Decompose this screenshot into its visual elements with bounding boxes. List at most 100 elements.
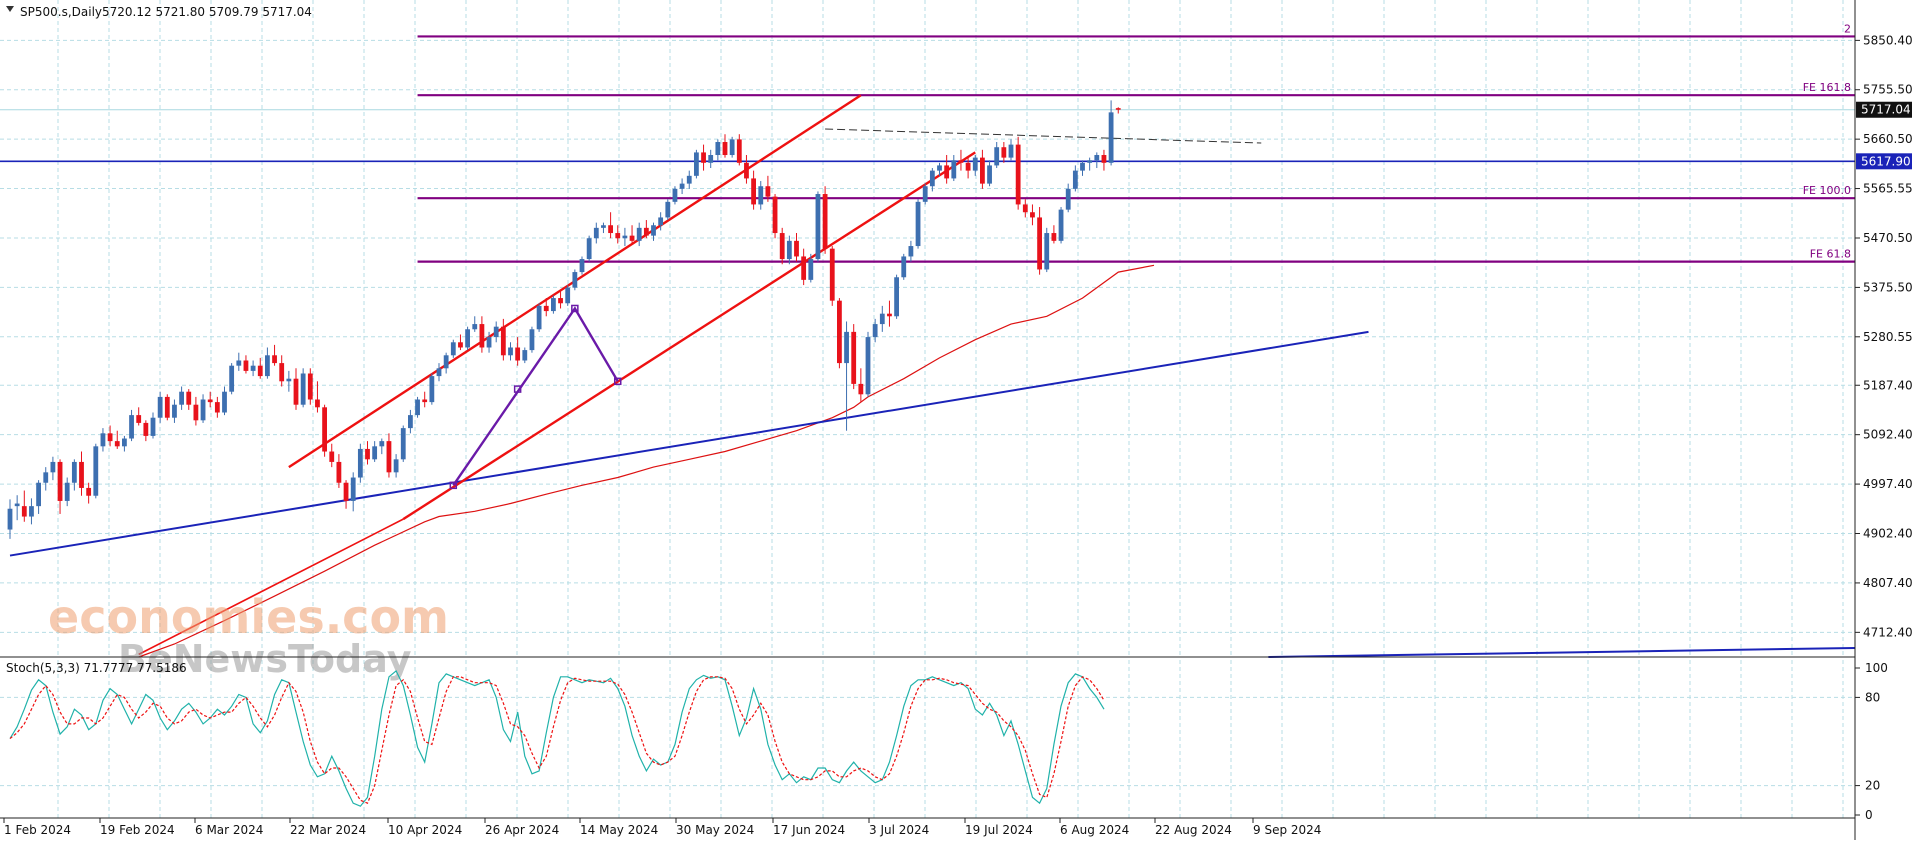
stoch-tick-label: 20 <box>1865 779 1880 793</box>
candle-bull <box>443 355 449 369</box>
candle-bull <box>286 378 292 382</box>
grid <box>0 0 1855 818</box>
candle-bear <box>1115 108 1121 110</box>
candle-bull <box>179 391 184 405</box>
candle-bull <box>250 365 256 371</box>
candle-bear <box>701 152 706 163</box>
candle-bear <box>980 157 985 184</box>
moving-average-layer <box>138 264 1155 658</box>
candle-bear <box>422 399 428 403</box>
current-price-badge <box>1856 101 1912 118</box>
moving-average-line <box>138 264 1155 658</box>
candle-bull <box>372 446 378 460</box>
candle-bull <box>551 298 556 312</box>
candle-bull <box>493 326 499 338</box>
candle-bull <box>586 238 592 260</box>
candle-bear <box>315 399 320 408</box>
candle-bear <box>794 240 799 257</box>
fib-level-label: 2 <box>1844 22 1851 35</box>
candle-bear <box>515 347 521 361</box>
candle-bull <box>157 396 163 418</box>
time-axis: 1 Feb 2024 19 Feb 2024 6 Mar 2024 22 Mar 20… <box>3 818 1321 837</box>
candle-bull <box>172 404 177 418</box>
candle-bull <box>672 188 678 202</box>
time-tick-label: 17 Jun 2024 <box>773 823 845 837</box>
symbol-label: SP500.s,Daily <box>20 5 102 19</box>
candle-bull <box>651 225 656 236</box>
candle-bull <box>636 227 642 241</box>
zigzag-point <box>571 304 579 313</box>
time-tick-label: 6 Mar 2024 <box>195 823 263 837</box>
candle-bull <box>508 347 513 356</box>
candle-bull <box>894 277 899 317</box>
candle-bear <box>322 407 327 452</box>
candle-bear <box>1037 217 1042 270</box>
collapse-triangle-icon[interactable] <box>6 6 14 12</box>
candle-bull <box>994 147 1000 166</box>
candle-bear <box>343 482 349 501</box>
fibonacci-levels: 2 FE 161.8 FE 100.0 FE 61.8 <box>417 22 1855 263</box>
candle-bull <box>36 482 41 507</box>
candle-bear <box>336 461 342 483</box>
stoch-main-line <box>9 669 1105 807</box>
price-tick-label: 5565.55 <box>1863 182 1913 196</box>
time-tick-label: 6 Aug 2024 <box>1060 823 1129 837</box>
candle-bull <box>1072 170 1078 189</box>
candle-bear <box>615 233 621 239</box>
candle-bull <box>915 201 921 247</box>
candle-bull <box>350 477 356 501</box>
candle-bull <box>844 331 849 364</box>
time-tick-label: 10 Apr 2024 <box>388 823 462 837</box>
price-tick-label: 5660.50 <box>1863 132 1913 146</box>
candle-bear <box>186 391 192 405</box>
candle-bear <box>944 165 950 179</box>
candle-bull <box>929 170 935 187</box>
candle-bull <box>1065 188 1071 210</box>
candle-bear <box>958 160 964 163</box>
red-channel-lower-trendline <box>402 151 976 521</box>
candle-bull <box>987 165 992 184</box>
support-price-badge-text: 5617.90 <box>1861 154 1911 168</box>
candle-bull <box>43 472 49 483</box>
candle-bear <box>751 178 756 205</box>
candle-bull <box>7 508 13 530</box>
candle-bear <box>1030 212 1035 218</box>
candle-bear <box>257 365 263 377</box>
price-tick-label: 4807.40 <box>1863 576 1913 590</box>
candle-bull <box>593 227 599 239</box>
candle-bear <box>744 162 749 179</box>
candle-bear <box>629 235 635 241</box>
candle-bear <box>164 396 170 418</box>
candle-bear <box>329 451 335 462</box>
candle-bull <box>50 461 56 473</box>
candle-bull <box>1087 160 1093 163</box>
candle-bear <box>207 399 213 403</box>
candle-bull <box>64 482 70 501</box>
candle-bear <box>829 248 835 301</box>
candle-bear <box>386 441 392 473</box>
candle-bear <box>500 326 506 356</box>
candle-bear <box>458 342 463 348</box>
zigzag-pattern <box>449 304 622 490</box>
candle-bull <box>71 461 77 483</box>
fib-level-label: FE 61.8 <box>1810 248 1851 261</box>
candle-bull <box>14 503 20 507</box>
candle-bull <box>694 152 699 176</box>
red-lower-extension-trendline <box>138 518 404 656</box>
candle-bear <box>779 233 785 260</box>
candle-bull <box>429 376 435 403</box>
candle-bull <box>29 506 34 517</box>
fib-level-label: FE 161.8 <box>1803 81 1851 94</box>
candle-bear <box>965 162 971 171</box>
zigzag-point <box>513 385 522 393</box>
candle-bear <box>365 448 370 460</box>
candle-bull <box>486 337 492 348</box>
candle-bull <box>665 201 671 218</box>
candle-bull <box>415 399 420 416</box>
price-tick-label: 5755.50 <box>1863 83 1913 97</box>
candle-bull <box>300 373 306 405</box>
candle-bull <box>622 235 628 239</box>
candle-bull <box>1108 112 1114 163</box>
